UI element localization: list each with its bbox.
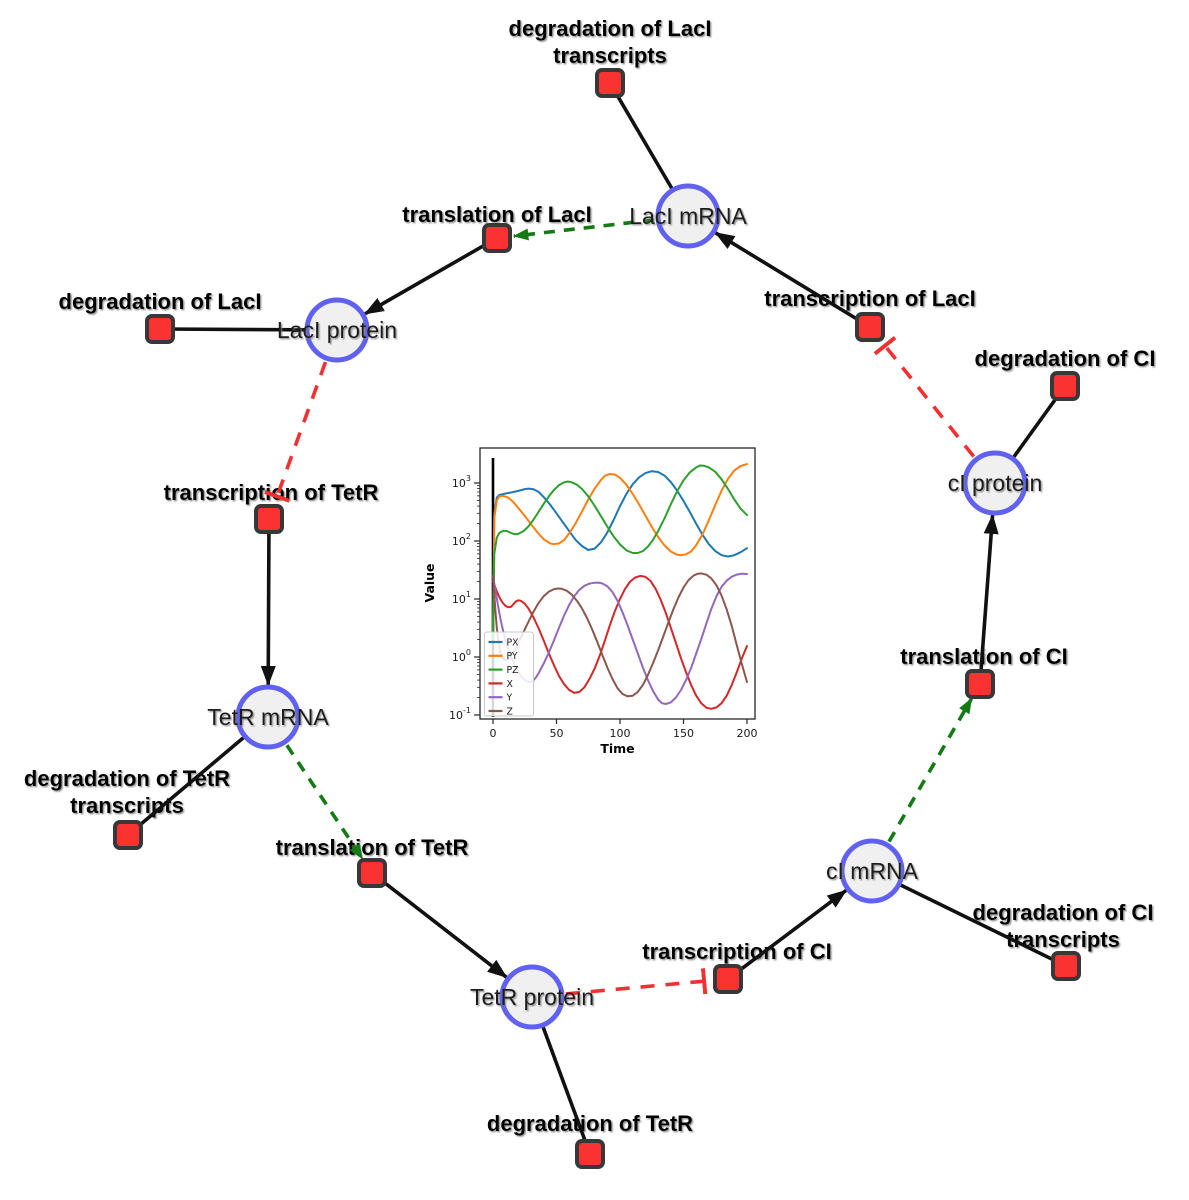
edges-layer <box>126 82 1067 1155</box>
edge-production-transcr_tetR-tetR_mRNA <box>260 518 276 686</box>
series-X <box>492 574 748 710</box>
reaction-label-transl_tetR: translation of TetR <box>276 835 469 860</box>
legend-label-PX: PX <box>507 637 520 648</box>
edge-production-transl_tetR-tetR_protein <box>370 871 508 979</box>
edge-modifier-cI_mRNA-transl_cI <box>887 697 974 843</box>
species-label-lacI_protein: LacI protein <box>277 317 397 343</box>
reaction-label-deg_tetR_tr: degradation of TetR <box>24 766 230 791</box>
reaction-node-deg_tetR <box>575 1139 605 1169</box>
edge-production-transl_cI-cI_protein <box>978 513 999 685</box>
legend-label-Y: Y <box>506 693 513 704</box>
reaction-label-transcr_tetR: transcription of TetR <box>164 480 379 505</box>
legend-label-PZ: PZ <box>507 665 519 676</box>
y-tick-label: 102 <box>452 532 471 548</box>
species-label-tetR_mRNA: TetR mRNA <box>207 704 329 730</box>
legend-box <box>484 631 534 717</box>
reaction-label-transcr_lacI: transcription of LacI <box>764 286 975 311</box>
reaction-label-transcr_cI: transcription of CI <box>642 939 831 964</box>
y-tick-label: 10-1 <box>449 706 471 722</box>
y-tick-label: 101 <box>452 590 471 606</box>
series-PZ <box>492 464 748 641</box>
species-node-tetR_mRNA <box>235 684 301 750</box>
species-node-cI_protein <box>962 450 1028 516</box>
reaction-node-transcr_tetR <box>254 504 284 534</box>
reaction-node-deg_lacI <box>145 314 175 344</box>
species-node-lacI_protein <box>304 297 370 363</box>
reaction-labels-layer: degradation of LacItranscriptstranslatio… <box>24 16 1156 1136</box>
y-tick-label: 103 <box>452 474 471 490</box>
reaction-label-deg_lacI_tr: transcripts <box>553 43 667 68</box>
reaction-node-deg_tetR_tr <box>113 820 143 850</box>
species-label-lacI_mRNA: LacI mRNA <box>629 203 747 229</box>
legend-label-Z: Z <box>507 706 513 717</box>
reaction-node-transcr_lacI <box>855 312 885 342</box>
legend-label-X: X <box>507 679 514 690</box>
x-tick-label: 100 <box>610 727 631 740</box>
edge-modifier-lacI_mRNA-transl_lacI <box>512 218 655 241</box>
species-labels-layer: LacI mRNA LacI protein TetR mRNA TetR prote… <box>207 203 1042 1010</box>
nodes-layer <box>113 68 1081 1169</box>
x-tick-label: 150 <box>673 727 694 740</box>
reaction-label-deg_cI_tr: degradation of CI <box>973 900 1154 925</box>
reaction-label-deg_cI: degradation of CI <box>975 346 1156 371</box>
reaction-label-deg_lacI_tr: degradation of LacI <box>509 16 712 41</box>
species-label-cI_protein: cI protein <box>948 470 1043 496</box>
reaction-node-deg_cI <box>1050 371 1080 401</box>
reaction-node-deg_lacI_tr <box>595 68 625 98</box>
reaction-label-deg_tetR_tr: transcripts <box>70 793 184 818</box>
series-PX <box>492 470 748 641</box>
edge-inhibition-lacI_protein-transcr_tetR <box>264 361 328 503</box>
species-label-cI_mRNA: cI mRNA <box>826 858 919 884</box>
chart-legend: PX PY PZ XYZ <box>484 631 534 717</box>
legend-label-PY: PY <box>507 651 518 662</box>
x-tick-label: 200 <box>737 727 758 740</box>
y-tick-label: 100 <box>452 648 471 664</box>
species-node-lacI_mRNA <box>655 183 721 249</box>
species-label-tetR_protein: TetR protein <box>470 984 594 1010</box>
reaction-node-transl_cI <box>965 669 995 699</box>
reaction-label-deg_lacI: degradation of LacI <box>59 289 262 314</box>
reaction-node-transcr_cI <box>713 964 743 994</box>
reaction-label-deg_tetR: degradation of TetR <box>487 1111 693 1136</box>
y-axis-label: Value <box>422 563 437 602</box>
reaction-node-transl_lacI <box>482 223 512 253</box>
edge-consumption-cI_mRNA-deg_cI_tr <box>871 869 1067 968</box>
edge-inhibition-cI_protein-transcr_lacI <box>873 336 976 458</box>
reaction-node-transl_tetR <box>357 858 387 888</box>
x-tick-label: 0 <box>490 727 497 740</box>
chart-plot-area <box>479 447 756 720</box>
series-PY <box>492 463 748 641</box>
edge-modifier-tetR_mRNA-transl_tetR <box>285 744 365 860</box>
edge-production-transcr_lacI-lacI_mRNA <box>714 231 871 329</box>
edge-production-transcr_cI-cI_mRNA <box>726 888 848 981</box>
reaction-label-deg_cI_tr: transcripts <box>1006 927 1120 952</box>
species-node-cI_mRNA <box>839 838 905 904</box>
reaction-node-deg_cI_tr <box>1051 951 1081 981</box>
edge-production-transl_lacI-lacI_protein <box>363 236 498 316</box>
x-axis-label: Time <box>600 741 634 756</box>
reaction-label-transl_lacI: translation of LacI <box>402 202 591 227</box>
x-tick-label: 50 <box>550 727 564 740</box>
species-node-tetR_protein <box>499 964 565 1030</box>
